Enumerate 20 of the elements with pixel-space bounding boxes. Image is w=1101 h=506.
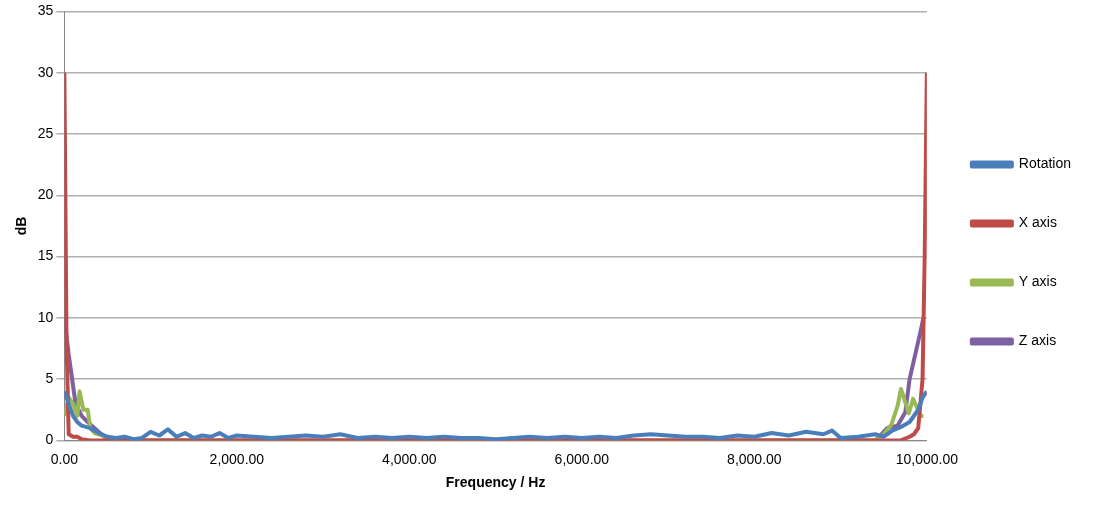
y-tick-label: 25 xyxy=(37,124,54,141)
y-axis-title: dB xyxy=(13,216,30,236)
y-tick-label: 10 xyxy=(37,308,54,325)
x-axis-title: Frequency / Hz xyxy=(445,474,546,491)
legend-label: Y axis xyxy=(1018,273,1057,290)
x-tick-label: 4,000.00 xyxy=(382,450,437,467)
y-tick-label: 5 xyxy=(45,369,54,386)
x-tick-label: 8,000.00 xyxy=(727,450,782,467)
x-tick-label: 10,000.00 xyxy=(895,450,959,467)
x-tick-label: 6,000.00 xyxy=(554,450,610,467)
x-tick-label: 2,000.00 xyxy=(209,450,265,467)
x-tick-label: 0.00 xyxy=(50,450,79,467)
legend-label: X axis xyxy=(1018,214,1057,231)
y-tick-label: 0 xyxy=(45,431,54,448)
y-tick-label: 15 xyxy=(37,247,54,264)
legend-label: Z axis xyxy=(1018,332,1057,349)
legend-label: Rotation xyxy=(1018,155,1072,172)
y-tick-label: 35 xyxy=(37,2,54,19)
y-tick-label: 30 xyxy=(37,63,54,80)
y-tick-label: 20 xyxy=(37,186,54,203)
